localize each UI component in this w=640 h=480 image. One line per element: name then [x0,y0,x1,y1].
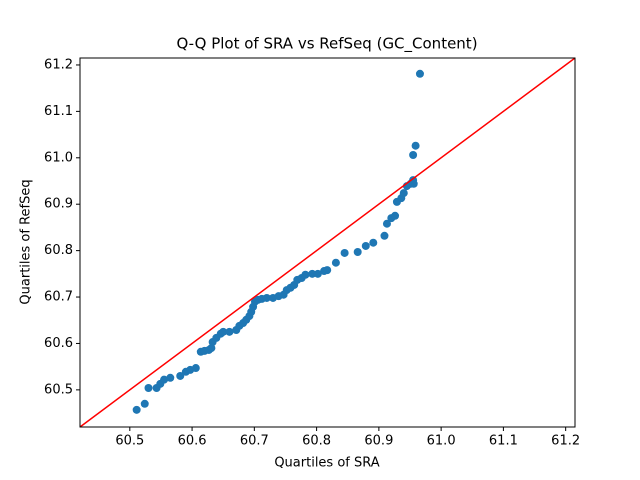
point [411,141,420,150]
y-tick-label: 61.2 [44,57,73,72]
x-tick-label: 61.0 [427,434,456,449]
point [391,211,400,220]
point [144,384,153,393]
point [301,270,310,279]
point [340,248,349,257]
x-tick-label: 60.9 [364,434,393,449]
point [415,69,424,78]
point [323,266,332,275]
point [160,375,169,384]
reference-line [79,57,576,428]
x-tick-label: 60.8 [302,434,331,449]
point [166,373,175,382]
point [313,269,322,278]
y-tick-label: 60.9 [44,197,73,212]
point [353,248,362,257]
point [207,344,216,353]
x-tick-label: 61.1 [489,434,518,449]
plot-frame [79,57,576,428]
y-tick-label: 60.5 [44,382,73,397]
chart-title: Q-Q Plot of SRA vs RefSeq (GC_Content) [176,35,477,54]
point [225,327,234,336]
y-axis-label: Quartiles of RefSeq [19,179,34,304]
point [369,238,378,247]
y-tick-label: 60.8 [44,243,73,258]
point [219,327,228,336]
y-tick-label: 60.6 [44,336,73,351]
point [380,231,389,240]
y-tick-label: 60.7 [44,290,73,305]
point [132,405,141,414]
x-tick-label: 60.7 [240,434,269,449]
point [399,189,408,198]
point [176,371,185,380]
x-axis-label: Quartiles of SRA [274,456,379,471]
point [382,219,391,228]
point [140,399,149,408]
point [361,241,370,250]
point [409,179,418,188]
point [262,293,271,302]
x-tick-label: 60.6 [178,434,207,449]
x-tick-label: 61.2 [551,434,580,449]
y-tick-label: 61.1 [44,104,73,119]
y-tick-label: 61.0 [44,150,73,165]
point [409,151,418,160]
x-tick-label: 60.5 [115,434,144,449]
point [191,364,200,373]
point [331,258,340,267]
point [308,269,317,278]
